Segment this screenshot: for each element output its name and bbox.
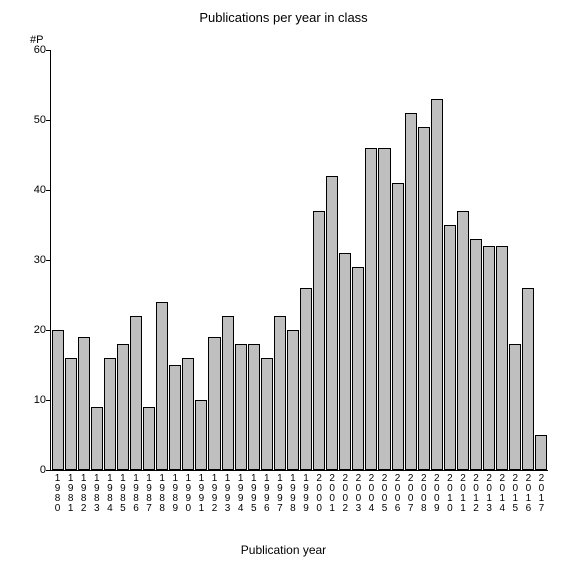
x-tick-label: 1 9 9 7 (274, 474, 286, 514)
x-tick-label: 1 9 8 9 (169, 474, 181, 514)
y-tick-mark (46, 260, 51, 261)
bar (208, 337, 220, 470)
y-tick-label: 40 (21, 184, 46, 196)
bar (509, 344, 521, 470)
y-tick-mark (46, 330, 51, 331)
y-tick-mark (46, 50, 51, 51)
x-tick-label: 1 9 8 7 (143, 474, 155, 514)
bar (418, 127, 430, 470)
x-tick-label: 1 9 9 9 (300, 474, 312, 514)
bar (522, 288, 534, 470)
x-tick-label: 1 9 8 8 (156, 474, 168, 514)
x-tick-label: 2 0 0 6 (392, 474, 404, 514)
x-tick-label: 2 0 0 0 (313, 474, 325, 514)
bar (352, 267, 364, 470)
x-tick-label: 2 0 0 8 (418, 474, 430, 514)
x-tick-label: 2 0 0 7 (405, 474, 417, 514)
y-tick-label: 60 (21, 44, 46, 56)
bar (470, 239, 482, 470)
x-tick-label: 1 9 9 6 (261, 474, 273, 514)
x-tick-label: 1 9 8 2 (78, 474, 90, 514)
bar (444, 225, 456, 470)
bar (169, 365, 181, 470)
bar (78, 337, 90, 470)
chart-container: Publications per year in class #P 010203… (0, 0, 567, 567)
chart-title: Publications per year in class (0, 10, 567, 25)
bar (261, 358, 273, 470)
bar (378, 148, 390, 470)
bar (182, 358, 194, 470)
bar (117, 344, 129, 470)
y-tick-mark (46, 470, 51, 471)
x-tick-label: 2 0 0 9 (431, 474, 443, 514)
bar (483, 246, 495, 470)
x-tick-label: 2 0 0 1 (326, 474, 338, 514)
bar (91, 407, 103, 470)
bar (313, 211, 325, 470)
bars-group (51, 50, 548, 470)
bar (287, 330, 299, 470)
x-tick-label: 2 0 1 3 (483, 474, 495, 514)
x-axis-label: Publication year (0, 543, 567, 557)
x-tick-label: 1 9 8 5 (117, 474, 129, 514)
x-tick-label: 2 0 0 4 (365, 474, 377, 514)
x-tick-label: 1 9 9 8 (287, 474, 299, 514)
y-tick-mark (46, 120, 51, 121)
bar (104, 358, 116, 470)
x-tick-label: 1 9 9 5 (248, 474, 260, 514)
bar (130, 316, 142, 470)
x-tick-label: 2 0 1 7 (535, 474, 547, 514)
x-tick-label: 1 9 9 4 (235, 474, 247, 514)
bar (65, 358, 77, 470)
bar (535, 435, 547, 470)
x-tick-label: 1 9 9 2 (208, 474, 220, 514)
plot-area: 01020304050601 9 8 01 9 8 11 9 8 21 9 8 … (50, 50, 548, 471)
bar (222, 316, 234, 470)
x-tick-label: 1 9 9 3 (222, 474, 234, 514)
bar (143, 407, 155, 470)
bar (496, 246, 508, 470)
bar (195, 400, 207, 470)
bar (365, 148, 377, 470)
bar (248, 344, 260, 470)
y-tick-label: 50 (21, 114, 46, 126)
x-tick-label: 2 0 1 4 (496, 474, 508, 514)
x-tick-label: 1 9 8 6 (130, 474, 142, 514)
x-tick-label: 2 0 0 2 (339, 474, 351, 514)
x-tick-label: 2 0 0 3 (352, 474, 364, 514)
x-tick-label: 2 0 0 5 (378, 474, 390, 514)
bar (405, 113, 417, 470)
bar (339, 253, 351, 470)
y-tick-label: 10 (21, 394, 46, 406)
x-tick-label: 1 9 8 3 (91, 474, 103, 514)
bar (52, 330, 64, 470)
bar (156, 302, 168, 470)
y-tick-label: 0 (21, 464, 46, 476)
x-tick-label: 1 9 8 4 (104, 474, 116, 514)
x-tick-label: 2 0 1 1 (457, 474, 469, 514)
bar (326, 176, 338, 470)
bar (235, 344, 247, 470)
bar (431, 99, 443, 470)
y-tick-mark (46, 400, 51, 401)
y-tick-mark (46, 190, 51, 191)
x-tick-label: 1 9 8 1 (65, 474, 77, 514)
x-tick-label: 1 9 9 0 (182, 474, 194, 514)
bar (274, 316, 286, 470)
y-tick-label: 20 (21, 324, 46, 336)
x-tick-label: 1 9 8 0 (52, 474, 64, 514)
x-tick-label: 2 0 1 2 (470, 474, 482, 514)
bar (457, 211, 469, 470)
x-tick-label: 2 0 1 5 (509, 474, 521, 514)
bar (392, 183, 404, 470)
y-tick-label: 30 (21, 254, 46, 266)
x-tick-label: 2 0 1 6 (522, 474, 534, 514)
x-tick-label: 1 9 9 1 (195, 474, 207, 514)
x-tick-label: 2 0 1 0 (444, 474, 456, 514)
bar (300, 288, 312, 470)
